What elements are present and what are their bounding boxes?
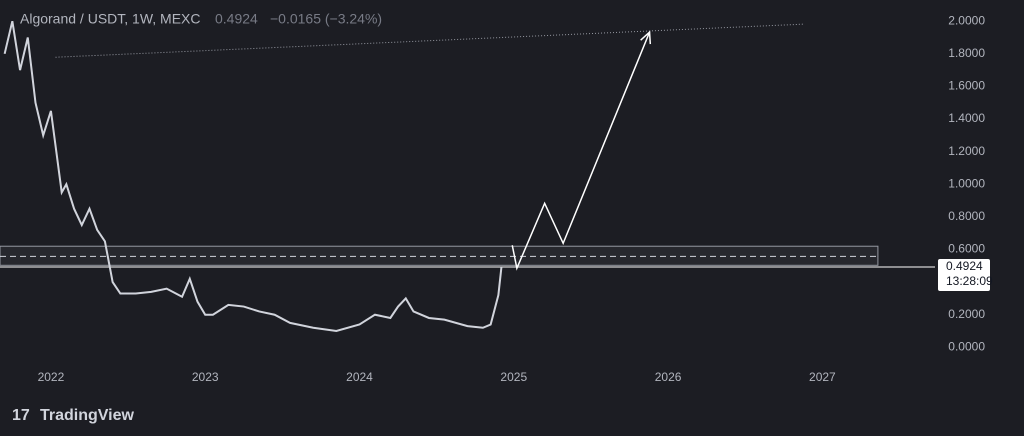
brand: TradingView — [40, 407, 135, 424]
y-tick-label: 1.6000 — [948, 79, 985, 93]
x-tick-label: 2022 — [38, 370, 65, 384]
zone — [0, 245, 879, 266]
price-change: −0.0165 (−3.24%) — [270, 11, 382, 27]
y-tick-label: 1.4000 — [948, 111, 985, 125]
last-price: 0.4924 — [215, 11, 258, 27]
price-label-box — [938, 259, 990, 292]
x-tick-label: 2025 — [500, 370, 527, 384]
y-tick-label: 0.6000 — [948, 242, 985, 256]
projection-arrow — [511, 31, 651, 271]
y-tick-label: 1.2000 — [948, 144, 985, 158]
y-tick-label: 1.8000 — [948, 46, 985, 60]
trendline — [55, 23, 804, 58]
x-tick-label: 2024 — [346, 370, 373, 384]
x-tick-label: 2026 — [655, 370, 682, 384]
x-tick-label: 2023 — [192, 370, 219, 384]
y-tick-label: 0.8000 — [948, 209, 985, 223]
arrow-head — [640, 30, 652, 45]
x-tick-label: 2027 — [809, 370, 836, 384]
y-tick-label: 0.0000 — [948, 339, 985, 353]
y-tick-label: 1.0000 — [948, 176, 985, 190]
countdown-label: 13:28:09 — [946, 274, 993, 288]
price-label: 0.4924 — [946, 259, 983, 273]
price-line — [3, 20, 503, 333]
chart-title: Algorand / USDT, 1W, MEXC — [20, 11, 201, 27]
brand-logo: 17 — [12, 407, 30, 424]
y-tick-label: 0.2000 — [948, 307, 985, 321]
y-tick-label: 2.0000 — [948, 13, 985, 27]
